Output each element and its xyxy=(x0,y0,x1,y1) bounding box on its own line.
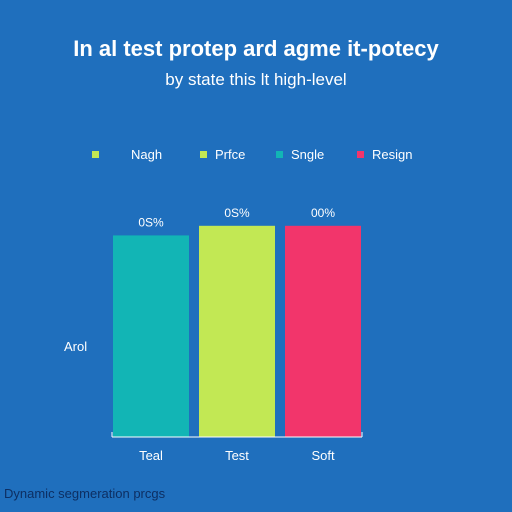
bar-teal xyxy=(113,235,189,437)
x-tick-label: Teal xyxy=(139,448,163,463)
y-axis-label: Arol xyxy=(64,339,87,354)
legend-item-nagh: Nagh xyxy=(92,147,162,162)
bar-soft xyxy=(285,225,361,437)
x-tick-label: Test xyxy=(225,448,249,463)
legend-swatch xyxy=(276,151,283,158)
legend-label: Nagh xyxy=(131,147,163,162)
chart-subtitle: by state this lt high-level xyxy=(165,70,347,89)
chart-title: In al test protep ard agme it-potecy xyxy=(73,36,439,61)
legend-item-prfce: Prfce xyxy=(200,147,245,162)
data-label: 00% xyxy=(311,206,335,220)
legend-label: Prfce xyxy=(215,147,246,162)
data-label: 0S% xyxy=(224,206,250,220)
data-label: 0S% xyxy=(138,215,164,229)
legend: Nagh Prfce Sngle Resign xyxy=(0,147,512,165)
legend-item-sngle: Sngle xyxy=(276,147,324,162)
legend-label: Resign xyxy=(372,147,413,162)
footer-caption: Dynamic segmeration prcgs xyxy=(4,486,166,501)
legend-swatch xyxy=(200,151,207,158)
legend-swatch xyxy=(357,151,364,158)
x-tick-label: Soft xyxy=(311,448,335,463)
legend-item-resign: Resign xyxy=(357,147,412,162)
legend-swatch xyxy=(92,151,99,158)
bar-test xyxy=(199,225,275,437)
legend-label: Sngle xyxy=(291,147,325,162)
